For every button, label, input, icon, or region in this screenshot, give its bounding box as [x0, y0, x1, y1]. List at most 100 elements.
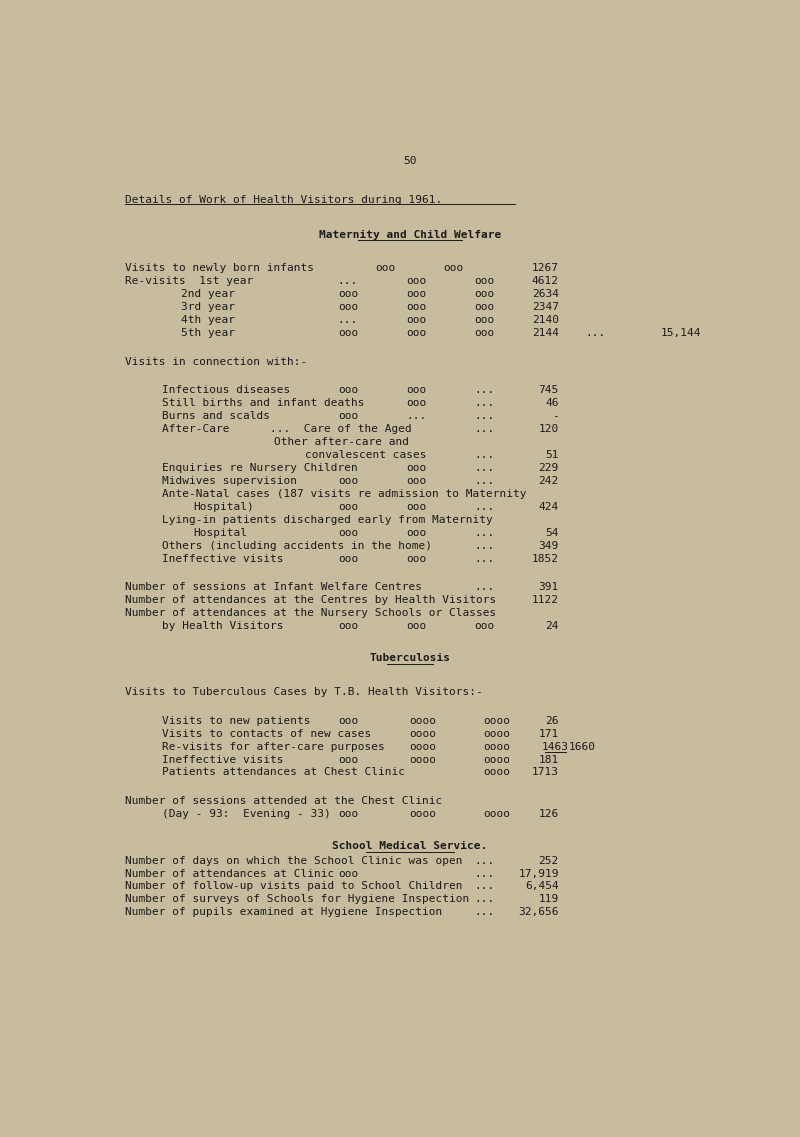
Text: Lying-in patients discharged early from Maternity: Lying-in patients discharged early from … — [162, 515, 493, 525]
Text: Ineffective visits: Ineffective visits — [162, 554, 283, 564]
Text: Number of attendances at the Nursery Schools or Classes: Number of attendances at the Nursery Sch… — [125, 608, 496, 619]
Text: ...: ... — [406, 412, 426, 421]
Text: Burns and scalds: Burns and scalds — [162, 412, 270, 421]
Text: 252: 252 — [538, 855, 558, 865]
Text: ooo: ooo — [338, 289, 358, 299]
Text: Still births and infant deaths: Still births and infant deaths — [162, 398, 365, 408]
Text: 54: 54 — [546, 528, 558, 538]
Text: ...: ... — [474, 907, 494, 918]
Text: Number of days on which the School Clinic was open: Number of days on which the School Clini… — [125, 855, 462, 865]
Text: ooo: ooo — [406, 398, 426, 408]
Text: ooo: ooo — [474, 289, 494, 299]
Text: Number of surveys of Schools for Hygiene Inspection: Number of surveys of Schools for Hygiene… — [125, 895, 469, 904]
Text: 424: 424 — [538, 501, 558, 512]
Text: 349: 349 — [538, 541, 558, 550]
Text: ooo: ooo — [406, 315, 426, 325]
Text: 4th year: 4th year — [181, 315, 234, 325]
Text: Ineffective visits: Ineffective visits — [162, 755, 283, 764]
Text: 181: 181 — [538, 755, 558, 764]
Text: 26: 26 — [546, 715, 558, 725]
Text: 3rd year: 3rd year — [181, 302, 234, 313]
Text: Hospital): Hospital) — [193, 501, 254, 512]
Text: 1852: 1852 — [532, 554, 558, 564]
Text: 32,656: 32,656 — [518, 907, 558, 918]
Text: Tuberculosis: Tuberculosis — [370, 654, 450, 663]
Text: Maternity and Child Welfare: Maternity and Child Welfare — [319, 230, 501, 240]
Text: ...: ... — [474, 869, 494, 879]
Text: ooo: ooo — [406, 621, 426, 631]
Text: convalescent cases: convalescent cases — [305, 450, 426, 460]
Text: Visits to Tuberculous Cases by T.B. Health Visitors:-: Visits to Tuberculous Cases by T.B. Heal… — [125, 687, 482, 697]
Text: 745: 745 — [538, 385, 558, 396]
Text: -: - — [552, 412, 558, 421]
Text: Midwives supervision: Midwives supervision — [162, 476, 297, 485]
Text: 171: 171 — [538, 729, 558, 739]
Text: ...: ... — [474, 881, 494, 891]
Text: ...: ... — [474, 450, 494, 460]
Text: Others (including accidents in the home): Others (including accidents in the home) — [162, 541, 432, 550]
Text: ...: ... — [474, 424, 494, 434]
Text: Details of Work of Health Visitors during 1961.: Details of Work of Health Visitors durin… — [125, 194, 442, 205]
Text: ooo: ooo — [443, 264, 463, 273]
Text: Number of sessions at Infant Welfare Centres: Number of sessions at Infant Welfare Cen… — [125, 582, 422, 592]
Text: ...: ... — [474, 855, 494, 865]
Text: Visits to new patients: Visits to new patients — [162, 715, 310, 725]
Text: 126: 126 — [538, 808, 558, 819]
Text: oooo: oooo — [409, 755, 436, 764]
Text: ...: ... — [338, 276, 358, 287]
Text: 50: 50 — [403, 156, 417, 166]
Text: Number of pupils examined at Hygiene Inspection: Number of pupils examined at Hygiene Ins… — [125, 907, 442, 918]
Text: oooo: oooo — [409, 741, 436, 752]
Text: 5th year: 5th year — [181, 329, 234, 338]
Text: ooo: ooo — [338, 501, 358, 512]
Text: oooo: oooo — [483, 729, 510, 739]
Text: Number of attendances at Clinic: Number of attendances at Clinic — [125, 869, 334, 879]
Text: ooo: ooo — [474, 276, 494, 287]
Text: ...: ... — [338, 315, 358, 325]
Text: 4612: 4612 — [532, 276, 558, 287]
Text: ooo: ooo — [474, 315, 494, 325]
Text: ooo: ooo — [338, 808, 358, 819]
Text: ooo: ooo — [474, 302, 494, 313]
Text: Patients attendances at Chest Clinic: Patients attendances at Chest Clinic — [162, 767, 405, 778]
Text: 1660: 1660 — [569, 741, 596, 752]
Text: by Health Visitors: by Health Visitors — [162, 621, 283, 631]
Text: 6,454: 6,454 — [525, 881, 558, 891]
Text: (Day - 93:  Evening - 33): (Day - 93: Evening - 33) — [162, 808, 330, 819]
Text: 2140: 2140 — [532, 315, 558, 325]
Text: 17,919: 17,919 — [518, 869, 558, 879]
Text: ooo: ooo — [474, 621, 494, 631]
Text: ooo: ooo — [338, 385, 358, 396]
Text: Enquiries re Nursery Children: Enquiries re Nursery Children — [162, 463, 358, 473]
Text: 1122: 1122 — [532, 595, 558, 605]
Text: oooo: oooo — [409, 715, 436, 725]
Text: ...: ... — [474, 398, 494, 408]
Text: Other after-care and: Other after-care and — [274, 437, 409, 447]
Text: ooo: ooo — [406, 329, 426, 338]
Text: ooo: ooo — [406, 289, 426, 299]
Text: ooo: ooo — [338, 755, 358, 764]
Text: ooo: ooo — [375, 264, 395, 273]
Text: After-Care      ...  Care of the Aged: After-Care ... Care of the Aged — [162, 424, 412, 434]
Text: ooo: ooo — [406, 463, 426, 473]
Text: ...: ... — [474, 895, 494, 904]
Text: ...: ... — [474, 463, 494, 473]
Text: 2nd year: 2nd year — [181, 289, 234, 299]
Text: 46: 46 — [546, 398, 558, 408]
Text: Number of sessions attended at the Chest Clinic: Number of sessions attended at the Chest… — [125, 796, 442, 806]
Text: Ante-Natal cases (187 visits re admission to Maternity: Ante-Natal cases (187 visits re admissio… — [162, 489, 526, 499]
Text: ooo: ooo — [338, 302, 358, 313]
Text: 2347: 2347 — [532, 302, 558, 313]
Text: Number of follow-up visits paid to School Children: Number of follow-up visits paid to Schoo… — [125, 881, 462, 891]
Text: ...: ... — [474, 501, 494, 512]
Text: Visits to newly born infants: Visits to newly born infants — [125, 264, 314, 273]
Text: 119: 119 — [538, 895, 558, 904]
Text: ...: ... — [474, 528, 494, 538]
Text: 229: 229 — [538, 463, 558, 473]
Text: Visits to contacts of new cases: Visits to contacts of new cases — [162, 729, 371, 739]
Text: ooo: ooo — [406, 501, 426, 512]
Text: ooo: ooo — [338, 715, 358, 725]
Text: School Medical Service.: School Medical Service. — [332, 841, 488, 852]
Text: ooo: ooo — [474, 329, 494, 338]
Text: ooo: ooo — [338, 528, 358, 538]
